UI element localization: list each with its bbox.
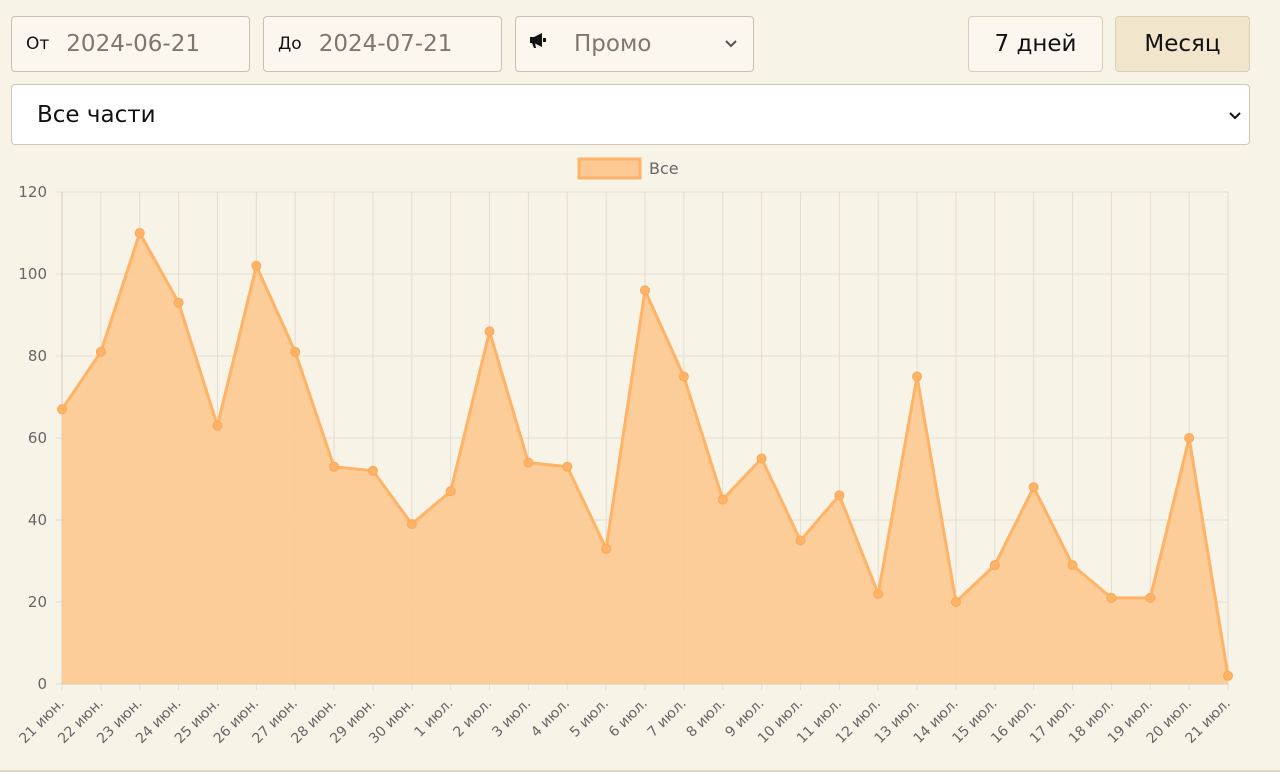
data-point [523, 457, 534, 468]
y-tick-label: 80 [28, 347, 47, 365]
x-tick-label: 8 июл. [684, 696, 729, 741]
date-from-value[interactable]: 2024-06-21 [66, 31, 200, 57]
y-tick-label: 40 [28, 511, 47, 529]
divider [0, 770, 1280, 772]
x-tick-label: 5 июл. [567, 696, 612, 741]
data-point [134, 228, 145, 238]
data-point [678, 371, 689, 382]
x-tick-label: 1 июл. [411, 696, 456, 741]
part-select[interactable]: Все части [11, 84, 1250, 145]
data-point [445, 486, 456, 497]
legend-label: Все [649, 159, 679, 178]
data-point [1184, 433, 1195, 443]
data-point [484, 326, 495, 337]
legend-swatch [577, 157, 642, 180]
month-button[interactable]: Месяц [1115, 16, 1250, 72]
data-point [290, 346, 301, 357]
y-tick-label: 120 [18, 183, 47, 201]
data-point [95, 346, 106, 357]
data-point [173, 297, 184, 308]
date-to-field[interactable]: До 2024-07-21 [263, 16, 502, 72]
data-point [329, 461, 340, 472]
data-point [640, 285, 650, 296]
y-tick-label: 0 [37, 675, 47, 693]
data-point [1223, 670, 1233, 681]
date-from-label: От [26, 34, 50, 54]
promo-value: Промо [574, 31, 652, 57]
data-point [1067, 560, 1078, 571]
date-to-label: До [278, 34, 302, 54]
week-button[interactable]: 7 дней [968, 16, 1103, 72]
data-point [212, 420, 223, 431]
data-point [601, 543, 612, 554]
data-point [1145, 592, 1156, 603]
data-point [562, 461, 573, 472]
date-from-field[interactable]: От 2024-06-21 [11, 16, 250, 72]
date-to-value[interactable]: 2024-07-21 [318, 31, 453, 57]
part-select-value: Все части [37, 101, 156, 128]
data-point [1028, 482, 1039, 493]
y-tick-label: 20 [28, 593, 47, 611]
data-point [873, 588, 884, 599]
data-point [1106, 592, 1117, 603]
series-area [62, 233, 1228, 684]
data-point [834, 490, 845, 501]
data-point [912, 371, 923, 382]
megaphone-icon [530, 33, 546, 48]
chevron-down-icon [1229, 112, 1241, 120]
data-point [367, 465, 378, 476]
data-point [251, 260, 262, 271]
x-tick-label: 4 июл. [528, 696, 573, 741]
data-point [950, 597, 961, 607]
y-tick-label: 100 [18, 265, 47, 283]
chevron-down-icon [725, 40, 737, 48]
x-tick-label: 7 июл. [645, 696, 690, 741]
data-point [406, 519, 417, 530]
promo-select[interactable]: Промо [515, 16, 754, 72]
y-tick-label: 60 [28, 429, 47, 447]
x-tick-label: 6 июл. [606, 696, 651, 741]
data-point [57, 404, 67, 415]
data-point [756, 453, 767, 464]
x-tick-label: 2 июл. [450, 696, 495, 741]
x-tick-label: 3 июл. [489, 696, 534, 741]
data-point [795, 535, 806, 546]
data-point [717, 494, 728, 505]
data-point [989, 560, 1000, 571]
